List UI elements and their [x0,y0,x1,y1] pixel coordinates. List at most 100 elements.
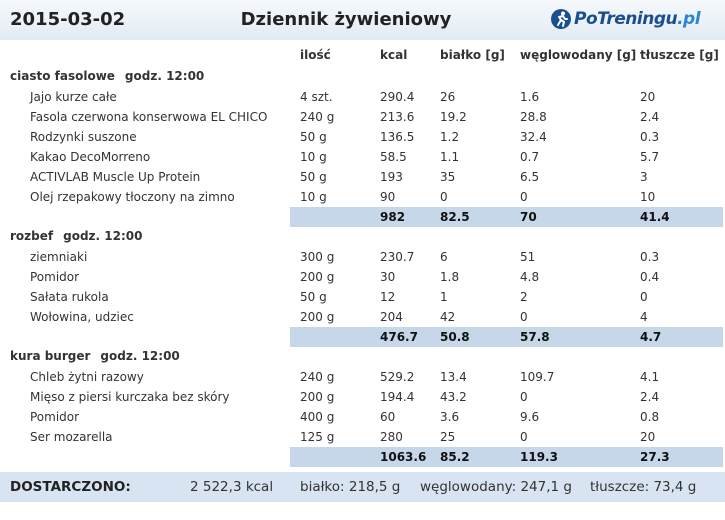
meal-total-row: 476.7 50.8 57.8 4.7 [290,327,723,347]
food-protein: 35 [440,170,456,184]
food-carbs: 0 [520,190,528,204]
total-protein: 85.2 [440,450,470,464]
food-row: Ser mozarella 125 g 280 25 0 20 [0,427,725,447]
food-protein: 3.6 [440,410,460,424]
food-qty: 400 g [300,410,335,424]
food-kcal: 290.4 [380,90,415,104]
food-carbs: 0 [520,310,528,324]
food-qty: 10 g [300,150,327,164]
food-fat: 0 [640,290,648,304]
food-protein: 19.2 [440,110,467,124]
food-protein: 13.4 [440,370,467,384]
food-qty: 240 g [300,370,335,384]
food-carbs: 2 [520,290,528,304]
meal-name: rozbef [10,229,54,243]
logo-tld: .pl [677,9,701,29]
food-row: Wołowina, udziec 200 g 204 42 0 4 [0,307,725,327]
total-protein: 50.8 [440,330,470,344]
meal-name: kura burger [10,349,91,363]
food-name: Chleb żytni razowy [30,370,144,384]
food-kcal: 90 [380,190,396,204]
daily-summary: DOSTARCZONO: 2 522,3 kcal białko: 218,5 … [0,472,725,502]
food-name: Rodzynki suszone [30,130,137,144]
page-title: Dziennik żywieniowy [240,9,452,30]
summary-carbs: węglowodany: 247,1 g [420,479,572,495]
food-carbs: 1.6 [520,90,540,104]
total-fat: 27.3 [640,450,670,464]
food-fat: 2.4 [640,390,660,404]
food-row: Pomidor 200 g 30 1.8 4.8 0.4 [0,267,725,287]
food-fat: 3 [640,170,648,184]
food-kcal: 58.5 [380,150,407,164]
food-name: Sałata rukola [30,290,109,304]
food-qty: 4 szt. [300,90,333,104]
food-row: Chleb żytni razowy 240 g 529.2 13.4 109.7 4.1 [0,367,725,387]
food-kcal: 12 [380,290,396,304]
food-qty: 125 g [300,430,335,444]
food-name: Ser mozarella [30,430,113,444]
food-carbs: 109.7 [520,370,555,384]
food-fat: 2.4 [640,110,660,124]
total-kcal: 982 [380,210,406,224]
meal-name: ciasto fasolowe [10,69,115,83]
food-qty: 10 g [300,190,327,204]
food-fat: 10 [640,190,656,204]
food-row: Sałata rukola 50 g 12 1 2 0 [0,287,725,307]
food-protein: 43.2 [440,390,467,404]
food-qty: 50 g [300,170,327,184]
diary-date: 2015-03-02 [10,9,126,30]
food-carbs: 0 [520,430,528,444]
total-carbs: 119.3 [520,450,558,464]
food-fat: 20 [640,430,656,444]
food-qty: 200 g [300,390,335,404]
food-name: Kakao DecoMorreno [30,150,151,164]
food-protein: 6 [440,250,448,264]
food-row: ACTIVLAB Muscle Up Protein 50 g 193 35 6.5 3 [0,167,725,187]
food-qty: 50 g [300,290,327,304]
food-carbs: 4.8 [520,270,540,284]
food-kcal: 60 [380,410,396,424]
food-name: ACTIVLAB Muscle Up Protein [30,170,201,184]
food-kcal: 204 [380,310,403,324]
meal-time: godz. 12:00 [100,349,180,363]
food-name: Pomidor [30,410,80,424]
runner-logo-icon [551,9,571,29]
logo-text: PoTreningu [574,9,678,29]
food-kcal: 30 [380,270,396,284]
food-protein: 42 [440,310,456,324]
food-fat: 20 [640,90,656,104]
total-carbs: 70 [520,210,537,224]
food-kcal: 230.7 [380,250,415,264]
column-header-qty: ilość [300,48,331,62]
food-name: Mięso z piersi kurczaka bez skóry [30,390,230,404]
total-fat: 41.4 [640,210,670,224]
food-carbs: 28.8 [520,110,547,124]
food-carbs: 0 [520,390,528,404]
food-carbs: 6.5 [520,170,540,184]
food-protein: 25 [440,430,456,444]
food-qty: 200 g [300,270,335,284]
food-name: Olej rzepakowy tłoczony na zimno [30,190,235,204]
food-kcal: 193 [380,170,403,184]
food-kcal: 213.6 [380,110,415,124]
food-row: Jajo kurze całe 4 szt. 290.4 26 1.6 20 [0,87,725,107]
food-fat: 0.3 [640,250,660,264]
column-header-kcal: kcal [380,48,408,62]
food-fat: 4 [640,310,648,324]
site-logo[interactable]: PoTreningu.pl [550,6,701,32]
food-fat: 0.8 [640,410,660,424]
food-kcal: 136.5 [380,130,415,144]
food-carbs: 9.6 [520,410,540,424]
food-carbs: 32.4 [520,130,547,144]
food-qty: 240 g [300,110,335,124]
summary-protein: białko: 218,5 g [300,479,401,495]
food-row: Kakao DecoMorreno 10 g 58.5 1.1 0.7 5.7 [0,147,725,167]
column-header-protein: białko [g] [440,48,505,62]
total-kcal: 476.7 [380,330,418,344]
food-name: Fasola czerwona konserwowa EL CHICO [30,110,268,124]
food-name: Wołowina, udziec [30,310,134,324]
food-row: Fasola czerwona konserwowa EL CHICO 240 g… [0,107,725,127]
header-bar: 2015-03-02 Dziennik żywieniowy PoTrening… [0,0,725,40]
food-protein: 0 [440,190,448,204]
food-protein: 26 [440,90,456,104]
